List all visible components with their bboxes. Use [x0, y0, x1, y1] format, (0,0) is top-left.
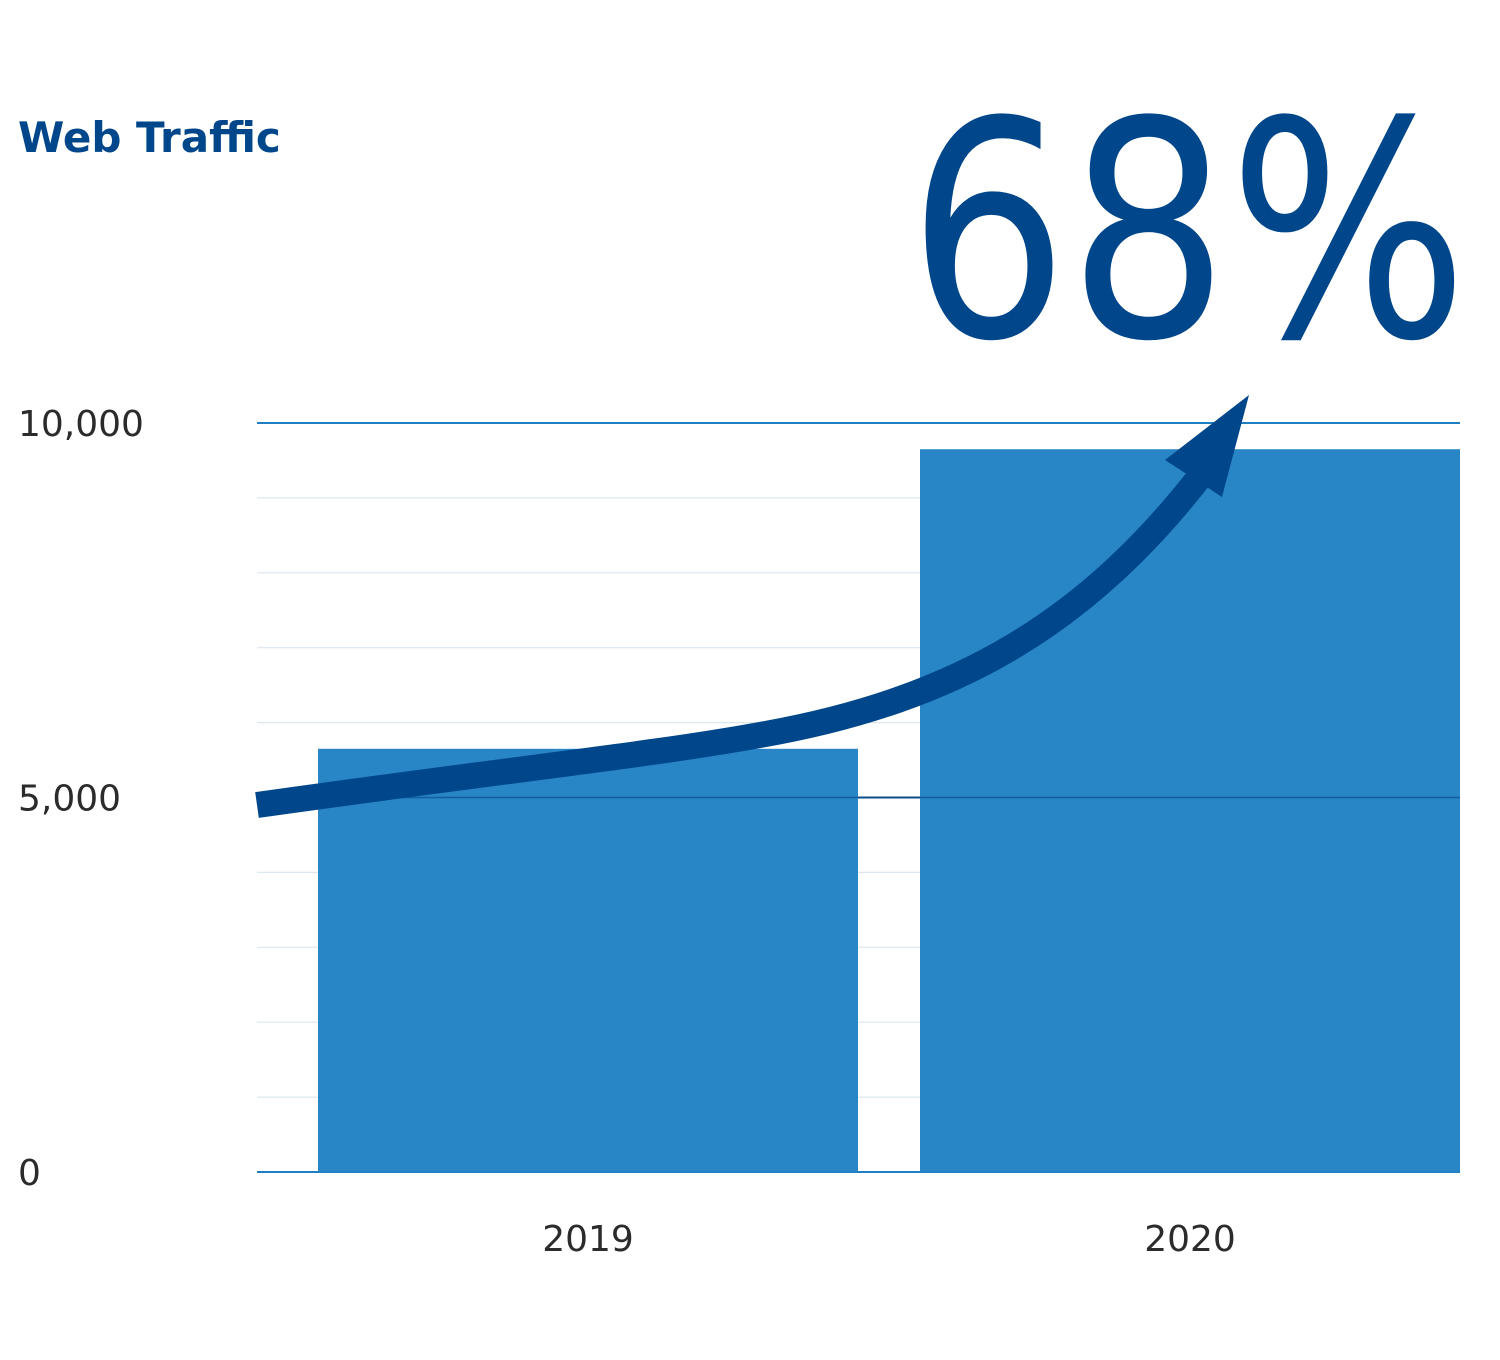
x-tick-label: 2019 [542, 1219, 634, 1260]
y-tick-label: 5,000 [18, 779, 121, 820]
axis-labels: 0 5,000 10,000 2019 2020 [18, 404, 1236, 1260]
trend-arrow-head [1165, 395, 1249, 497]
chart-title: Web Traffic [18, 113, 281, 162]
bars [318, 449, 1460, 1173]
y-tick-label: 10,000 [18, 404, 144, 445]
bar-2019 [318, 748, 858, 1172]
y-tick-label: 0 [18, 1153, 41, 1194]
trend-arrow [255, 395, 1249, 818]
bar-2020 [920, 449, 1460, 1173]
growth-percentage: 68% [908, 58, 1468, 407]
trend-arrow-shaft [255, 462, 1216, 818]
x-tick-label: 2020 [1144, 1219, 1236, 1260]
